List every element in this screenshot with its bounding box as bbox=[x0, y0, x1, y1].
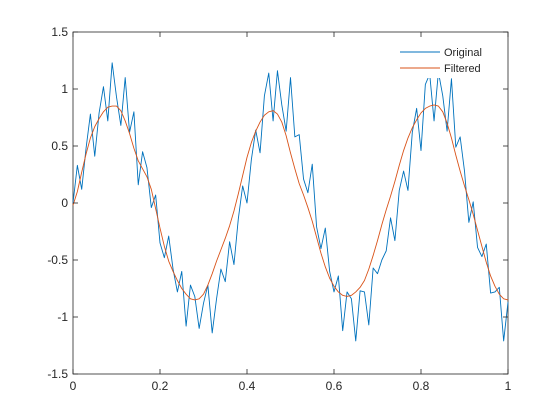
y-tick-label: 1 bbox=[61, 82, 68, 96]
series-line-original bbox=[72, 62, 509, 342]
x-tick-label: 0.8 bbox=[413, 379, 430, 393]
x-tick-label: 0 bbox=[70, 379, 77, 393]
y-tick-label: 0.5 bbox=[51, 139, 68, 153]
x-tick-label: 0.2 bbox=[152, 379, 169, 393]
series-layer bbox=[72, 62, 509, 342]
series-line-filtered bbox=[72, 104, 509, 301]
x-axis: 0 0.2 0.4 0.6 0.8 1 bbox=[70, 32, 512, 393]
y-tick-label: 1.5 bbox=[51, 25, 68, 39]
x-tick-label: 1 bbox=[505, 379, 512, 393]
y-tick-label: -1 bbox=[57, 310, 68, 324]
y-tick-label: -1.5 bbox=[47, 367, 68, 381]
y-tick-label: 0 bbox=[61, 196, 68, 210]
y-axis: -1.5 -1 -0.5 0 0.5 1 1.5 bbox=[47, 25, 508, 381]
y-tick-label: -0.5 bbox=[47, 253, 68, 267]
legend-box bbox=[392, 40, 500, 78]
legend-label-original: Original bbox=[444, 47, 482, 59]
plot-area bbox=[72, 31, 509, 375]
legend-label-filtered: Filtered bbox=[444, 63, 481, 75]
legend: Original Filtered bbox=[392, 40, 500, 78]
x-tick-label: 0.4 bbox=[239, 379, 256, 393]
x-tick-label: 0.6 bbox=[326, 379, 343, 393]
